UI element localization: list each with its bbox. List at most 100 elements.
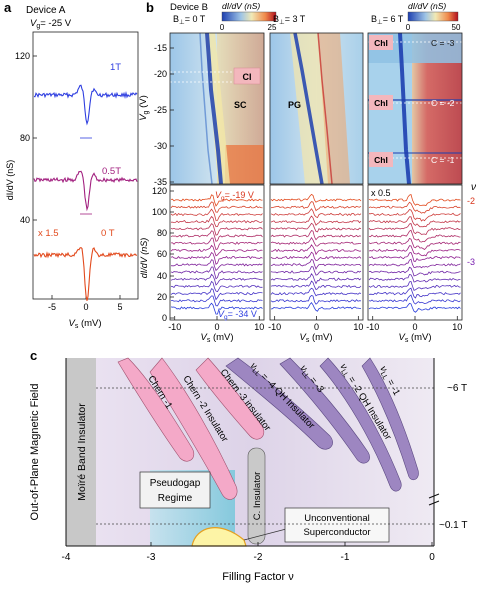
panel-a-trace-1t bbox=[33, 84, 138, 126]
c-xtick-label: -3 bbox=[147, 552, 156, 563]
nu-value-2: -2 bbox=[467, 196, 475, 206]
map-ytick-label: -15 bbox=[154, 43, 167, 53]
line-trace bbox=[368, 237, 461, 251]
superconductor-label-1: Unconventional bbox=[304, 513, 370, 524]
map-b0-ci-box bbox=[233, 67, 261, 85]
line-trace bbox=[270, 215, 362, 226]
panel-b-device: Device B bbox=[170, 2, 208, 13]
line-trace bbox=[170, 280, 263, 293]
colorbar1-tick-0: 0 bbox=[220, 23, 225, 32]
line-trace bbox=[368, 281, 461, 291]
panel-a-ytick-label: 40 bbox=[20, 215, 30, 225]
map-b2-field: B⊥= 6 T bbox=[371, 14, 404, 26]
lines-b1-frame bbox=[269, 184, 364, 321]
b-xlabel-2: Vs (mV) bbox=[398, 332, 431, 344]
panel-a-xtick-label: 5 bbox=[117, 302, 122, 312]
map-b2-tag-c2: C = -2 bbox=[431, 98, 455, 108]
line-xticks: -10 0 10 -10 0 10 -10 0 10 bbox=[168, 316, 462, 332]
line-trace bbox=[368, 258, 461, 269]
map-b1-field: B⊥= 3 T bbox=[273, 14, 306, 26]
line-xtick-label: 0 bbox=[214, 322, 219, 332]
right-tick-6t: ~6 T bbox=[447, 383, 467, 394]
line-trace bbox=[368, 229, 461, 243]
line-xtick-label: 0 bbox=[412, 322, 417, 332]
line-trace bbox=[170, 244, 263, 257]
qh-4-region bbox=[225, 357, 333, 450]
line-ylabel: dI/dV (nS) bbox=[139, 238, 149, 279]
line-trace bbox=[368, 274, 461, 283]
map-b1-frame bbox=[269, 32, 364, 185]
line-trace bbox=[170, 259, 263, 272]
map-b0-tag-ci: CI bbox=[243, 72, 252, 82]
b-xlabel-1: Vs (mV) bbox=[299, 332, 332, 344]
line-trace bbox=[270, 251, 362, 261]
line-trace bbox=[270, 295, 362, 305]
map-b2-gap-line bbox=[398, 32, 411, 185]
line-trace bbox=[368, 216, 461, 228]
map-ytick-label: -20 bbox=[154, 69, 167, 79]
map-b1: PG B⊥= 3 T bbox=[270, 14, 363, 185]
colorbar1-title: dI/dV (nS) bbox=[222, 1, 260, 11]
panel-a: a Device A Vg= -25 V 40 80 120 -5 0 5 dI/dV … bbox=[4, 0, 139, 330]
map-b0-tag-sc: SC bbox=[234, 100, 247, 110]
panel-a-letter: a bbox=[4, 0, 12, 15]
line-trace bbox=[170, 288, 263, 301]
line-xtick-label: -10 bbox=[366, 322, 379, 332]
line-trace bbox=[270, 258, 362, 270]
line-trace bbox=[368, 245, 461, 257]
colorbar2 bbox=[407, 11, 459, 22]
map-b0-side-line bbox=[199, 32, 213, 185]
map-b0-frame bbox=[169, 32, 265, 185]
map-b1-peak-line bbox=[317, 32, 333, 185]
panel-a-yticks: 40 80 120 bbox=[15, 51, 37, 225]
line-trace bbox=[170, 194, 263, 207]
line-trace bbox=[270, 229, 362, 241]
pseudogap-label-1: Pseudogap bbox=[150, 478, 201, 489]
panel-b-letter: b bbox=[146, 0, 154, 15]
panel-a-label-1t: 1T bbox=[110, 62, 121, 73]
line-xtick-label: 10 bbox=[452, 322, 462, 332]
qh-1-region bbox=[361, 357, 419, 481]
panel-c: c Moïré Band Insulator Chern -1 Chern -2… bbox=[29, 348, 467, 583]
panel-a-ytick-label: 80 bbox=[20, 133, 30, 143]
moire-insulator-bar bbox=[66, 358, 96, 546]
colorbar2-tick-0: 0 bbox=[406, 23, 411, 32]
panel-a-frame bbox=[32, 31, 139, 300]
map-yticks: -15 -20 -25 -30 -35 bbox=[154, 43, 174, 187]
line-trace bbox=[368, 302, 461, 313]
map-b2-chi-box-2 bbox=[369, 95, 393, 110]
superconductor-pointer bbox=[243, 527, 291, 541]
c-xticks: -4 -3 -2 -1 0 bbox=[62, 542, 435, 563]
line-trace bbox=[368, 209, 461, 222]
map-b2: ChI ChI ChI C = -3 C = -2 C = -1 B⊥= 6 T bbox=[368, 14, 462, 185]
line-trace bbox=[170, 208, 263, 221]
line-ytick-label: 40 bbox=[157, 271, 167, 281]
panel-a-vg: Vg= -25 V bbox=[30, 18, 72, 30]
vg-top-label: Vg= -19 V bbox=[215, 190, 254, 202]
qh-3-region bbox=[279, 357, 370, 464]
b-xlabel-0: Vs (mV) bbox=[200, 332, 233, 344]
line-trace bbox=[270, 236, 361, 247]
line-trace bbox=[271, 222, 362, 233]
line-yticks: 0 20 40 60 80 100 120 bbox=[152, 186, 174, 323]
superconductor-dome bbox=[191, 527, 247, 547]
line-trace bbox=[270, 193, 362, 203]
panel-a-xlabel: Vs (mV) bbox=[68, 318, 101, 330]
line-trace bbox=[270, 244, 362, 256]
line-trace bbox=[270, 201, 362, 212]
line-trace bbox=[368, 201, 461, 214]
panel-b: b Device B dI/dV (nS) 0 25 dI/dV (nS) 0 … bbox=[138, 0, 476, 344]
qh-2-region bbox=[319, 357, 402, 492]
panel-a-trace-05t bbox=[33, 170, 138, 212]
panel-a-ytick-label: 120 bbox=[15, 51, 30, 61]
c-xtick-label: -4 bbox=[62, 552, 71, 563]
line-trace bbox=[170, 230, 263, 242]
line-trace bbox=[170, 201, 263, 213]
line-trace bbox=[170, 266, 263, 280]
map-ylabel: Vg (V) bbox=[138, 95, 150, 121]
line-xtick-label: 0 bbox=[314, 322, 319, 332]
panel-a-xtick-label: -5 bbox=[48, 302, 56, 312]
map-b2-chi-box-1 bbox=[369, 35, 393, 50]
pseudogap-box bbox=[139, 471, 211, 509]
map-b1-orange-band bbox=[318, 33, 350, 184]
